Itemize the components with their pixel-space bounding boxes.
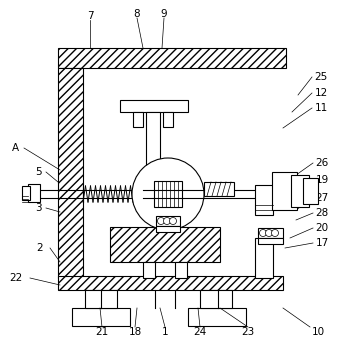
Bar [120,100,188,112]
Circle shape [170,217,176,225]
Bar [200,290,232,308]
Bar [258,228,283,238]
Bar [175,262,187,278]
Text: 12: 12 [314,88,328,98]
Text: 19: 19 [315,175,329,185]
Text: 22: 22 [9,273,23,283]
Bar [258,238,283,244]
Bar [154,181,182,207]
Bar [188,308,246,326]
Text: 25: 25 [314,72,328,82]
Text: 9: 9 [161,9,167,19]
Text: 3: 3 [35,203,41,213]
Text: 7: 7 [87,11,93,21]
Text: 5: 5 [35,167,41,177]
Circle shape [163,217,171,225]
Text: 26: 26 [315,158,329,168]
Bar [255,238,273,278]
Bar [272,172,297,210]
Text: 8: 8 [134,9,140,19]
Bar [163,112,173,127]
Circle shape [132,158,204,230]
Bar [85,290,117,308]
Text: 4: 4 [33,185,39,195]
Text: 27: 27 [315,193,329,203]
Bar [28,184,40,202]
Bar [22,186,30,200]
Text: 11: 11 [314,103,328,113]
Text: 18: 18 [128,327,142,337]
Bar [72,308,130,326]
Circle shape [158,217,165,225]
Bar [58,48,286,68]
Bar [110,227,220,262]
Text: 21: 21 [95,327,109,337]
Bar [255,185,273,215]
Bar [156,216,180,226]
Text: 24: 24 [193,327,207,337]
Text: 17: 17 [315,238,329,248]
Circle shape [260,229,266,237]
Text: 28: 28 [315,208,329,218]
Circle shape [272,229,278,237]
Text: 23: 23 [241,327,255,337]
Bar [58,68,83,278]
Circle shape [265,229,273,237]
Text: 1: 1 [162,327,168,337]
Bar [146,112,160,170]
Bar [291,175,309,207]
Text: 10: 10 [312,327,325,337]
Text: A: A [11,143,18,153]
Bar [303,178,318,204]
Bar [204,182,234,196]
Text: 2: 2 [37,243,43,253]
Bar [143,262,155,278]
Bar [156,226,180,232]
Bar [133,112,143,127]
Text: 20: 20 [315,223,329,233]
Bar [58,276,283,290]
